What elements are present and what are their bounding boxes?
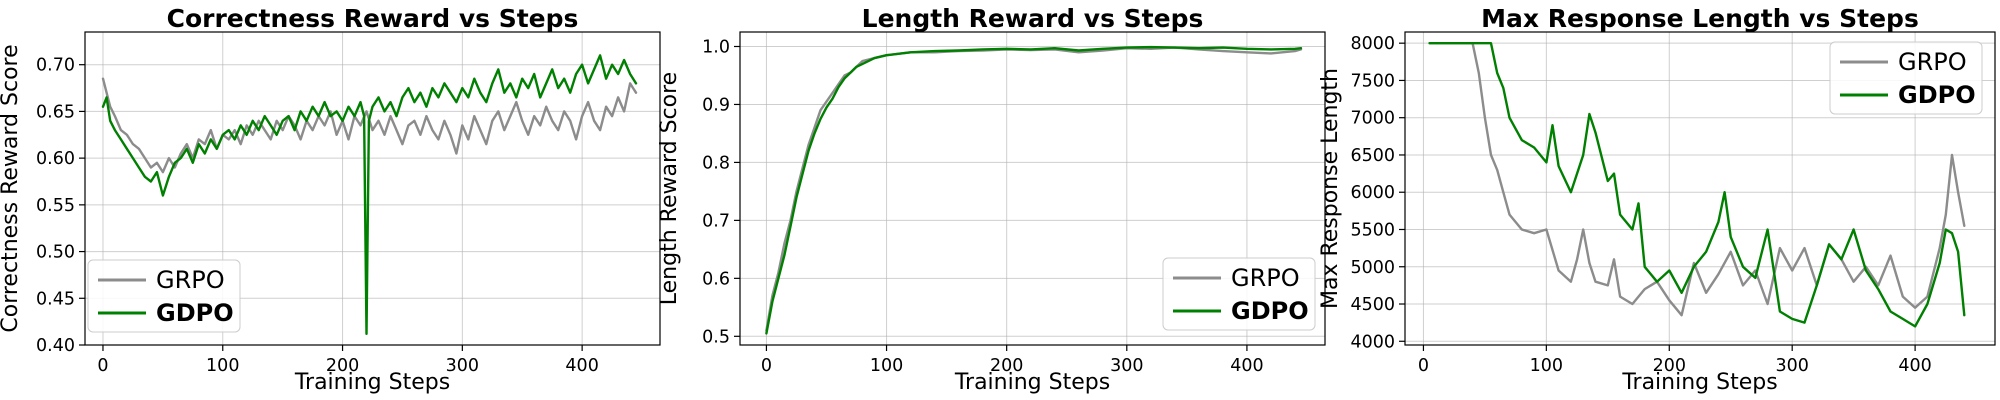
y-axis-label: Correctness Reward Score xyxy=(0,44,23,332)
y-tick-label: 6000 xyxy=(1350,183,1395,203)
y-tick-label: 1.0 xyxy=(702,37,730,57)
y-axis-label: Max Response Length xyxy=(1318,68,1343,309)
legend-label-grpo: GRPO xyxy=(1231,264,1300,292)
chart-panel-length: 0 100 200 300 400 0.5 0.6 0.7 0.8 0.9 1.0 Length Re… xyxy=(657,4,1326,395)
series-group xyxy=(101,54,638,335)
x-tick-label: 400 xyxy=(1898,356,1931,376)
series-group xyxy=(765,45,1303,335)
legend-label-grpo: GRPO xyxy=(1898,48,1967,76)
legend: GRPO GDPO xyxy=(87,259,241,333)
chart-title: Max Response Length vs Steps xyxy=(1481,4,1919,33)
x-tick-label: 200 xyxy=(326,356,359,376)
legend-label-gdpo: GDPO xyxy=(1898,81,1976,109)
x-tick-label: 300 xyxy=(446,356,479,376)
x-tick-label: 400 xyxy=(1230,356,1263,376)
x-tick-label: 0 xyxy=(1418,356,1429,376)
y-tick-label: 7000 xyxy=(1350,109,1395,129)
chart-title: Correctness Reward vs Steps xyxy=(167,4,579,33)
chart-panel-max-length: 0 100 200 300 400 4000 4500 5000 5500 6000 6500 700… xyxy=(1318,4,1996,395)
legend-label-gdpo: GDPO xyxy=(1231,297,1309,325)
y-tick-label: 0.40 xyxy=(36,336,75,356)
x-axis-label: Training Steps xyxy=(954,370,1110,395)
y-tick-label: 0.45 xyxy=(36,289,75,309)
x-tick-label: 300 xyxy=(1110,356,1143,376)
x-axis-label: Training Steps xyxy=(294,370,450,395)
x-tick-label: 200 xyxy=(1653,356,1686,376)
y-tick-label: 4500 xyxy=(1350,295,1395,315)
legend: GRPO GDPO xyxy=(1829,41,1983,115)
x-tick-label: 100 xyxy=(1530,356,1563,376)
chart-title: Length Reward vs Steps xyxy=(862,4,1204,33)
y-tick-label: 0.6 xyxy=(702,269,730,289)
y-tick-label: 5500 xyxy=(1350,220,1395,240)
series-line-gdpo xyxy=(765,45,1303,335)
x-axis-label: Training Steps xyxy=(1621,370,1777,395)
y-tick-label: 4000 xyxy=(1350,332,1395,352)
y-tick-label: 0.60 xyxy=(36,149,75,169)
y-tick-label: 0.9 xyxy=(702,95,730,115)
series-line-grpo xyxy=(101,77,638,174)
y-tick-label: 0.7 xyxy=(702,211,730,231)
x-tick-label: 100 xyxy=(206,356,239,376)
series-line-gdpo xyxy=(1428,42,1966,328)
y-tick-label: 0.8 xyxy=(702,153,730,173)
x-tick-label: 200 xyxy=(990,356,1023,376)
plot-frame xyxy=(739,31,1326,346)
series-line-gdpo xyxy=(101,54,638,335)
x-tick-label: 300 xyxy=(1775,356,1808,376)
y-tick-label: 0.50 xyxy=(36,243,75,263)
y-axis-label: Length Reward Score xyxy=(657,72,682,305)
y-tick-label: 0.65 xyxy=(36,102,75,122)
y-tick-label: 0.5 xyxy=(702,327,730,347)
plot-frame xyxy=(1404,31,1996,346)
y-tick-label: 6500 xyxy=(1350,146,1395,166)
plot-frame xyxy=(84,31,661,346)
chart-panel-correctness: 0 100 200 300 400 0.40 0.45 0.50 0.55 0.60 0.65 0.7… xyxy=(0,4,661,395)
x-tick-label: 0 xyxy=(97,356,108,376)
y-tick-label: 7500 xyxy=(1350,71,1395,91)
x-tick-label: 400 xyxy=(565,356,598,376)
y-tick-label: 5000 xyxy=(1350,258,1395,278)
legend-label-gdpo: GDPO xyxy=(156,299,234,327)
x-tick-label: 0 xyxy=(761,356,772,376)
series-line-grpo xyxy=(1428,42,1966,317)
y-tick-label: 8000 xyxy=(1350,34,1395,54)
y-tick-label: 0.70 xyxy=(36,56,75,76)
x-tick-label: 100 xyxy=(870,356,903,376)
legend-label-grpo: GRPO xyxy=(156,266,225,294)
legend: GRPO GDPO xyxy=(1162,257,1316,331)
series-group xyxy=(1428,42,1966,328)
y-tick-label: 0.55 xyxy=(36,196,75,216)
